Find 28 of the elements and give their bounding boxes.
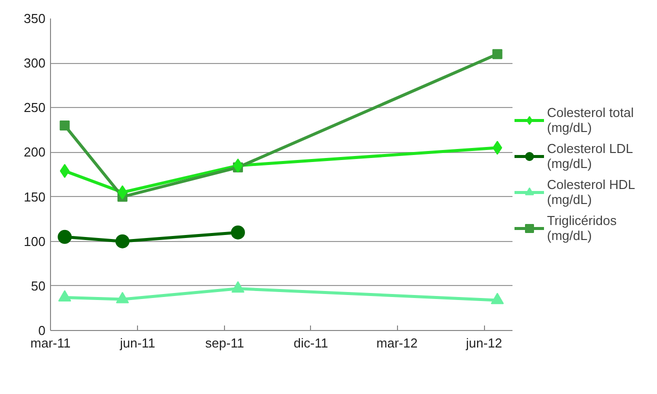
- y-tick-label: 50: [31, 278, 46, 294]
- legend-label: Triglicéridos (mg/dL): [547, 212, 617, 245]
- legend-label: Colesterol total (mg/dL): [547, 104, 634, 137]
- x-tick-label: jun-11: [119, 336, 156, 350]
- point: [231, 281, 244, 293]
- legend-label: Colesterol HDL (mg/dL): [547, 176, 636, 209]
- point: [492, 49, 502, 60]
- point: [490, 292, 504, 304]
- x-tick-label: mar-11: [30, 336, 71, 350]
- y-tick-label: 300: [24, 56, 46, 71]
- y-tick-label: 100: [24, 234, 46, 249]
- y-tick-label: 350: [24, 11, 46, 26]
- point: [58, 230, 72, 244]
- x-tick-label: dic-11: [294, 336, 328, 350]
- point: [116, 292, 129, 304]
- point: [230, 225, 245, 240]
- x-tick-label: jun-12: [465, 336, 502, 350]
- legend-label: Colesterol LDL (mg/dL): [547, 140, 633, 173]
- point: [60, 120, 70, 130]
- point: [58, 290, 72, 302]
- x-tick-label: mar-12: [376, 336, 418, 350]
- point: [60, 164, 70, 178]
- y-tick-label: 150: [24, 189, 46, 204]
- point: [115, 234, 130, 248]
- y-tick-label: 0: [38, 323, 46, 338]
- y-tick-label: 250: [24, 100, 46, 116]
- y-tick-label: 200: [24, 144, 46, 160]
- x-tick-label: sep-11: [205, 336, 244, 350]
